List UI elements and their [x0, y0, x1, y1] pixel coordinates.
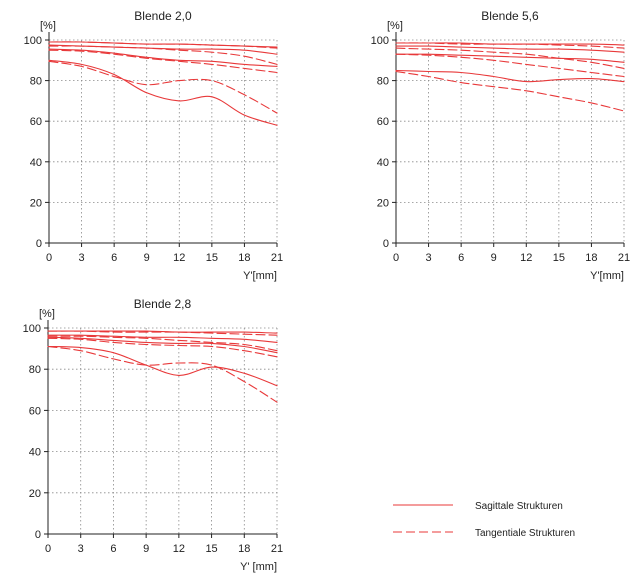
x-tick-label: 0	[46, 252, 52, 264]
y-tick-label: 0	[383, 238, 389, 250]
legend-label: Sagittale Strukturen	[475, 501, 563, 512]
y-tick-label: 20	[29, 488, 41, 500]
x-tick-label: 6	[110, 543, 116, 555]
x-tick-label: 0	[45, 543, 51, 555]
x-axis-label: Y' [mm]	[240, 561, 277, 573]
x-tick-label: 15	[553, 252, 565, 264]
y-tick-label: 100	[23, 323, 41, 335]
sagittal-curve	[48, 48, 278, 67]
x-tick-label: 6	[458, 252, 464, 264]
y-tick-label: 40	[30, 157, 42, 169]
x-tick-label: 9	[491, 252, 497, 264]
tangential-curve	[395, 70, 625, 112]
tangential-curve	[48, 49, 278, 74]
chart-title: Blende 5,6	[481, 9, 539, 23]
x-tick-label: 3	[78, 543, 84, 555]
x-tick-label: 15	[205, 543, 217, 555]
x-tick-label: 21	[618, 252, 630, 264]
x-axis-label: Y'[mm]	[590, 270, 624, 282]
y-tick-label: 80	[29, 364, 41, 376]
y-tick-label: 0	[36, 238, 42, 250]
tangential-curve	[47, 330, 278, 336]
tangential-curve	[395, 53, 625, 78]
sagittal-curve	[47, 334, 278, 343]
tangential-curve	[48, 60, 278, 114]
y-axis-label: [%]	[39, 308, 55, 320]
tangential-curve	[48, 41, 278, 49]
y-tick-label: 80	[30, 76, 42, 88]
x-tick-label: 9	[144, 252, 150, 264]
x-tick-label: 18	[585, 252, 597, 264]
x-tick-label: 9	[143, 543, 149, 555]
sagittal-curve	[395, 69, 625, 83]
chart-panel: 0 20 40 60 80 100 0 3 6 9 12 15 18 21 [%] Y'[mm] Blende …	[371, 9, 630, 282]
legend: Sagittale Strukturen Tangentiale Struktur…	[393, 501, 575, 539]
x-tick-label: 21	[271, 543, 283, 555]
x-tick-label: 6	[111, 252, 117, 264]
y-tick-label: 40	[377, 157, 389, 169]
tangential-curve	[395, 47, 625, 69]
y-axis-label: [%]	[387, 20, 403, 32]
x-axis-label: Y'[mm]	[243, 270, 277, 282]
x-tick-label: 15	[206, 252, 218, 264]
sagittal-curve	[47, 336, 278, 354]
tangential-curve	[47, 335, 278, 352]
x-tick-label: 12	[173, 543, 185, 555]
y-tick-label: 60	[377, 116, 389, 128]
x-tick-label: 18	[238, 543, 250, 555]
sagittal-curve	[395, 53, 625, 63]
legend-label: Tangentiale Strukturen	[475, 528, 575, 539]
x-tick-label: 18	[238, 252, 250, 264]
y-tick-label: 100	[24, 35, 42, 47]
y-tick-label: 60	[29, 405, 41, 417]
y-tick-label: 20	[30, 197, 42, 209]
x-tick-label: 21	[271, 252, 283, 264]
y-tick-label: 0	[35, 529, 41, 541]
tangential-curve	[48, 45, 278, 65]
x-tick-label: 12	[173, 252, 185, 264]
tangential-curve	[47, 345, 278, 403]
chart-panel: 0 20 40 60 80 100 0 3 6 9 12 15 18 21 [%] Y'[mm] Blende …	[24, 9, 283, 282]
sagittal-curve	[48, 59, 278, 126]
tangential-curve	[395, 42, 625, 49]
chart-panel: 0 20 40 60 80 100 0 3 6 9 12 15 18 21 [%] Y' [mm] Blende…	[23, 297, 283, 573]
sagittal-curve	[47, 345, 278, 387]
tangential-curve	[47, 337, 278, 358]
chart-title: Blende 2,8	[134, 297, 192, 311]
y-tick-label: 60	[30, 116, 42, 128]
x-tick-label: 0	[393, 252, 399, 264]
y-tick-label: 20	[377, 197, 389, 209]
x-tick-label: 3	[426, 252, 432, 264]
x-tick-label: 3	[79, 252, 85, 264]
y-tick-label: 40	[29, 447, 41, 459]
sagittal-curve	[395, 45, 625, 53]
y-axis-label: [%]	[40, 20, 56, 32]
y-tick-label: 100	[371, 35, 389, 47]
chart-title: Blende 2,0	[134, 9, 192, 23]
y-tick-label: 80	[377, 76, 389, 88]
x-tick-label: 12	[520, 252, 532, 264]
